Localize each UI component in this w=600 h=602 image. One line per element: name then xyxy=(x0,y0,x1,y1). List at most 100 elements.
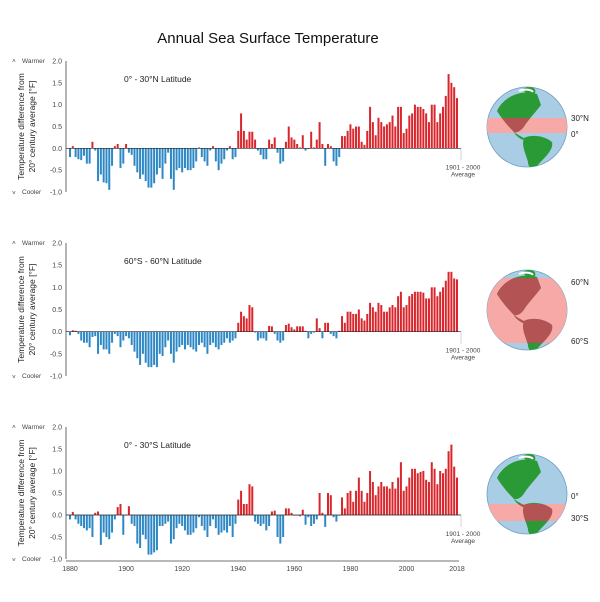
latitude-label-upper: 60°N xyxy=(571,278,589,287)
bar-1917 xyxy=(172,515,175,540)
bar-1933 xyxy=(217,515,220,535)
bar-1997 xyxy=(397,296,400,332)
bar-1956 xyxy=(282,515,285,537)
bar-1951 xyxy=(268,515,271,526)
bar-1959 xyxy=(290,137,293,149)
bar-1983 xyxy=(357,126,360,149)
bar-1987 xyxy=(369,106,372,149)
bar-1915 xyxy=(167,515,170,522)
bar-1922 xyxy=(186,148,189,171)
bar-1933 xyxy=(217,331,220,350)
bar-1948 xyxy=(259,515,262,526)
bar-1903 xyxy=(133,148,136,166)
bar-1918 xyxy=(175,331,178,352)
globe-body xyxy=(487,270,567,350)
bar-1895 xyxy=(111,331,114,343)
bar-1931 xyxy=(212,146,215,149)
panel-title: 0° - 30°N Latitude xyxy=(124,74,192,84)
bar-1963 xyxy=(301,326,304,332)
bar-1946 xyxy=(254,515,257,522)
bar-2018 xyxy=(456,279,458,332)
panel-2: 2.0 1.5 1.0 0.5 0.0 -0.5 -1.0 Warmer ˄ Cooler ˅ Tem… xyxy=(12,240,589,381)
y-axis-label-line1: Temperature difference from xyxy=(16,440,26,547)
bar-1931 xyxy=(212,515,215,520)
bar-1992 xyxy=(383,126,386,149)
bar-1950 xyxy=(265,515,268,531)
bar-2014 xyxy=(444,280,447,332)
bar-1901 xyxy=(127,506,130,515)
bar-1897 xyxy=(116,143,119,149)
bar-1967 xyxy=(312,147,315,149)
bar-1916 xyxy=(169,148,172,179)
bar-2016 xyxy=(450,444,453,515)
y-tick-label: 0.5 xyxy=(52,124,62,131)
bar-2012 xyxy=(439,113,442,149)
bar-1944 xyxy=(248,484,251,515)
y-tick-label: 0.0 xyxy=(52,146,62,153)
x-tick-label: 1980 xyxy=(343,566,359,573)
bar-1898 xyxy=(119,148,122,168)
bar-1957 xyxy=(284,325,287,332)
bar-1998 xyxy=(399,106,402,149)
bar-1955 xyxy=(279,331,282,343)
bar-1925 xyxy=(195,515,198,529)
latitude-label-lower: 30°S xyxy=(571,514,588,523)
bar-2009 xyxy=(430,104,433,149)
y-tick-label: 1.5 xyxy=(52,80,62,87)
bar-1880 xyxy=(69,148,71,158)
bar-1889 xyxy=(94,148,97,151)
bar-1937 xyxy=(228,515,231,526)
bar-2015 xyxy=(447,451,450,515)
x-tick-label: 1960 xyxy=(287,566,303,573)
bar-1961 xyxy=(296,326,299,332)
bar-1987 xyxy=(369,471,372,515)
bar-1998 xyxy=(399,462,402,515)
bar-1891 xyxy=(99,515,102,545)
x-tick-label: 2018 xyxy=(449,566,465,573)
bar-1974 xyxy=(332,148,335,162)
bar-2017 xyxy=(453,87,456,149)
bar-1915 xyxy=(167,331,170,341)
y-tick-label: 1.0 xyxy=(52,285,62,292)
bar-1957 xyxy=(284,141,287,149)
globe-body xyxy=(487,87,567,167)
bar-1995 xyxy=(391,305,394,332)
bar-1973 xyxy=(329,331,332,334)
bar-1970 xyxy=(321,331,324,339)
bar-1969 xyxy=(318,493,321,515)
bar-1907 xyxy=(144,148,147,182)
bar-1913 xyxy=(161,515,164,526)
bar-1893 xyxy=(105,148,108,184)
bar-1938 xyxy=(231,148,234,160)
bar-2012 xyxy=(439,291,442,332)
bar-1883 xyxy=(77,515,80,524)
bar-1921 xyxy=(183,515,186,531)
bar-1979 xyxy=(346,130,349,149)
bar-1920 xyxy=(181,331,184,345)
bar-1907 xyxy=(144,331,147,363)
bar-2005 xyxy=(419,471,422,515)
bar-1894 xyxy=(108,331,111,354)
bar-1887 xyxy=(88,331,91,348)
bar-1891 xyxy=(99,331,102,345)
bar-1959 xyxy=(290,512,293,515)
bar-1960 xyxy=(293,329,296,332)
x-tick-label: 2000 xyxy=(399,566,415,573)
bar-1887 xyxy=(88,515,91,529)
bar-1894 xyxy=(108,148,111,190)
bar-1977 xyxy=(341,316,344,332)
bar-1891 xyxy=(99,148,102,175)
bar-1990 xyxy=(377,117,380,149)
bar-1929 xyxy=(206,148,209,166)
x-tick-label: 1880 xyxy=(62,566,78,573)
bar-2010 xyxy=(433,468,436,515)
bar-1966 xyxy=(310,131,313,149)
bar-1958 xyxy=(287,508,290,515)
bar-1999 xyxy=(402,307,405,332)
bar-1986 xyxy=(366,493,369,515)
y-tick-label: -0.5 xyxy=(50,168,62,175)
bar-1902 xyxy=(130,148,133,155)
bar-2013 xyxy=(441,106,444,149)
bar-1991 xyxy=(380,482,383,515)
bar-1885 xyxy=(83,331,86,343)
